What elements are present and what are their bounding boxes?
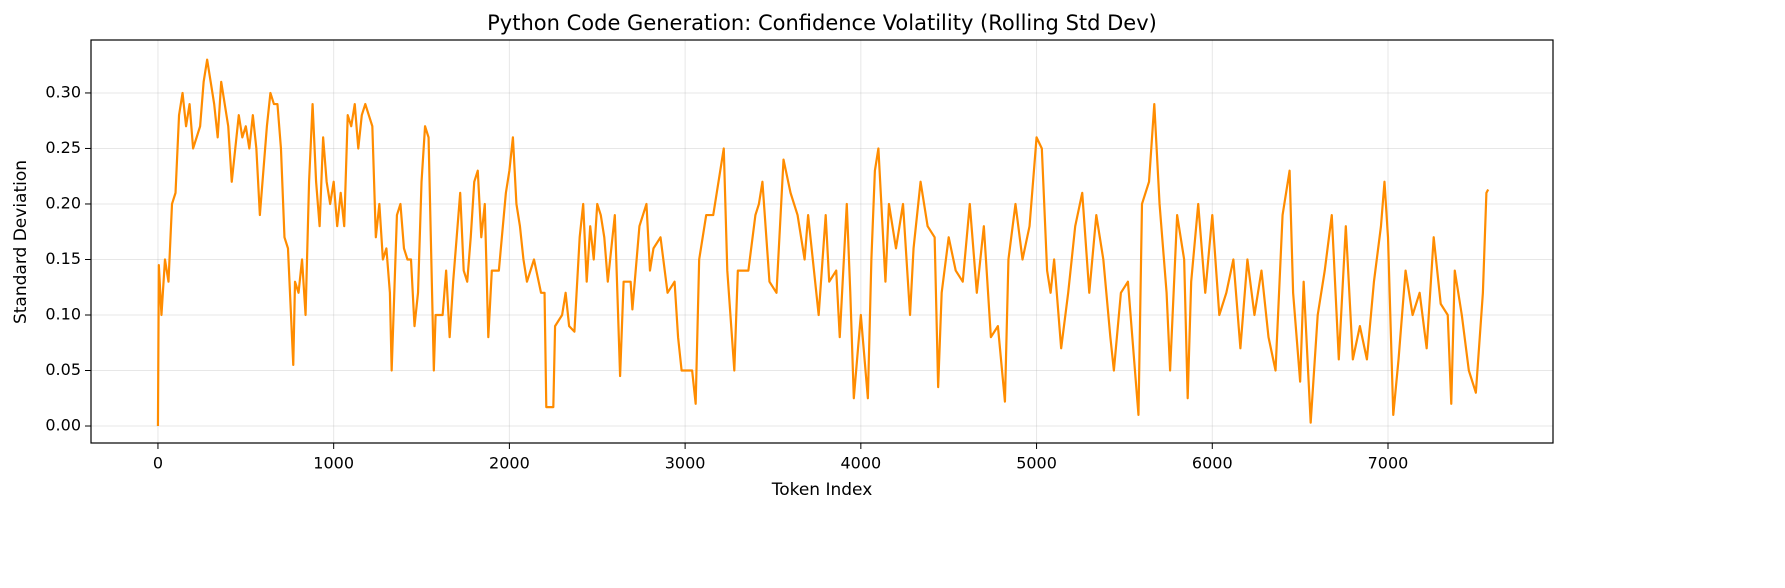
plot-area <box>156 58 1490 427</box>
axes: 0 1000 2000 3000 4000 5000 6000 7000 0.00 0.05 0.1… <box>45 82 1408 472</box>
y-tick-label: 0.20 <box>45 193 81 212</box>
x-tick-label: 1000 <box>313 454 354 473</box>
y-axis-label: Standard Deviation <box>11 160 31 324</box>
y-tick-label: 0.25 <box>45 138 81 157</box>
x-tick-label: 2000 <box>489 454 530 473</box>
y-tick-label: 0.15 <box>45 249 81 268</box>
x-tick-label: 7000 <box>1368 454 1409 473</box>
x-axis-label: Token Index <box>771 480 873 500</box>
y-tick-label: 0.30 <box>45 82 81 101</box>
grid <box>91 40 1553 443</box>
plot-frame <box>90 39 1554 444</box>
x-tick-label: 6000 <box>1192 454 1233 473</box>
x-tick-label: 5000 <box>1016 454 1057 473</box>
chart-title: Python Code Generation: Confidence Volat… <box>487 11 1157 35</box>
data-line <box>156 58 1490 427</box>
x-tick-label: 4000 <box>840 454 881 473</box>
x-tick-label: 0 <box>153 454 163 473</box>
y-tick-label: 0.00 <box>45 416 81 435</box>
y-tick-label: 0.05 <box>45 360 81 379</box>
x-tick-label: 3000 <box>665 454 706 473</box>
y-tick-label: 0.10 <box>45 304 81 323</box>
